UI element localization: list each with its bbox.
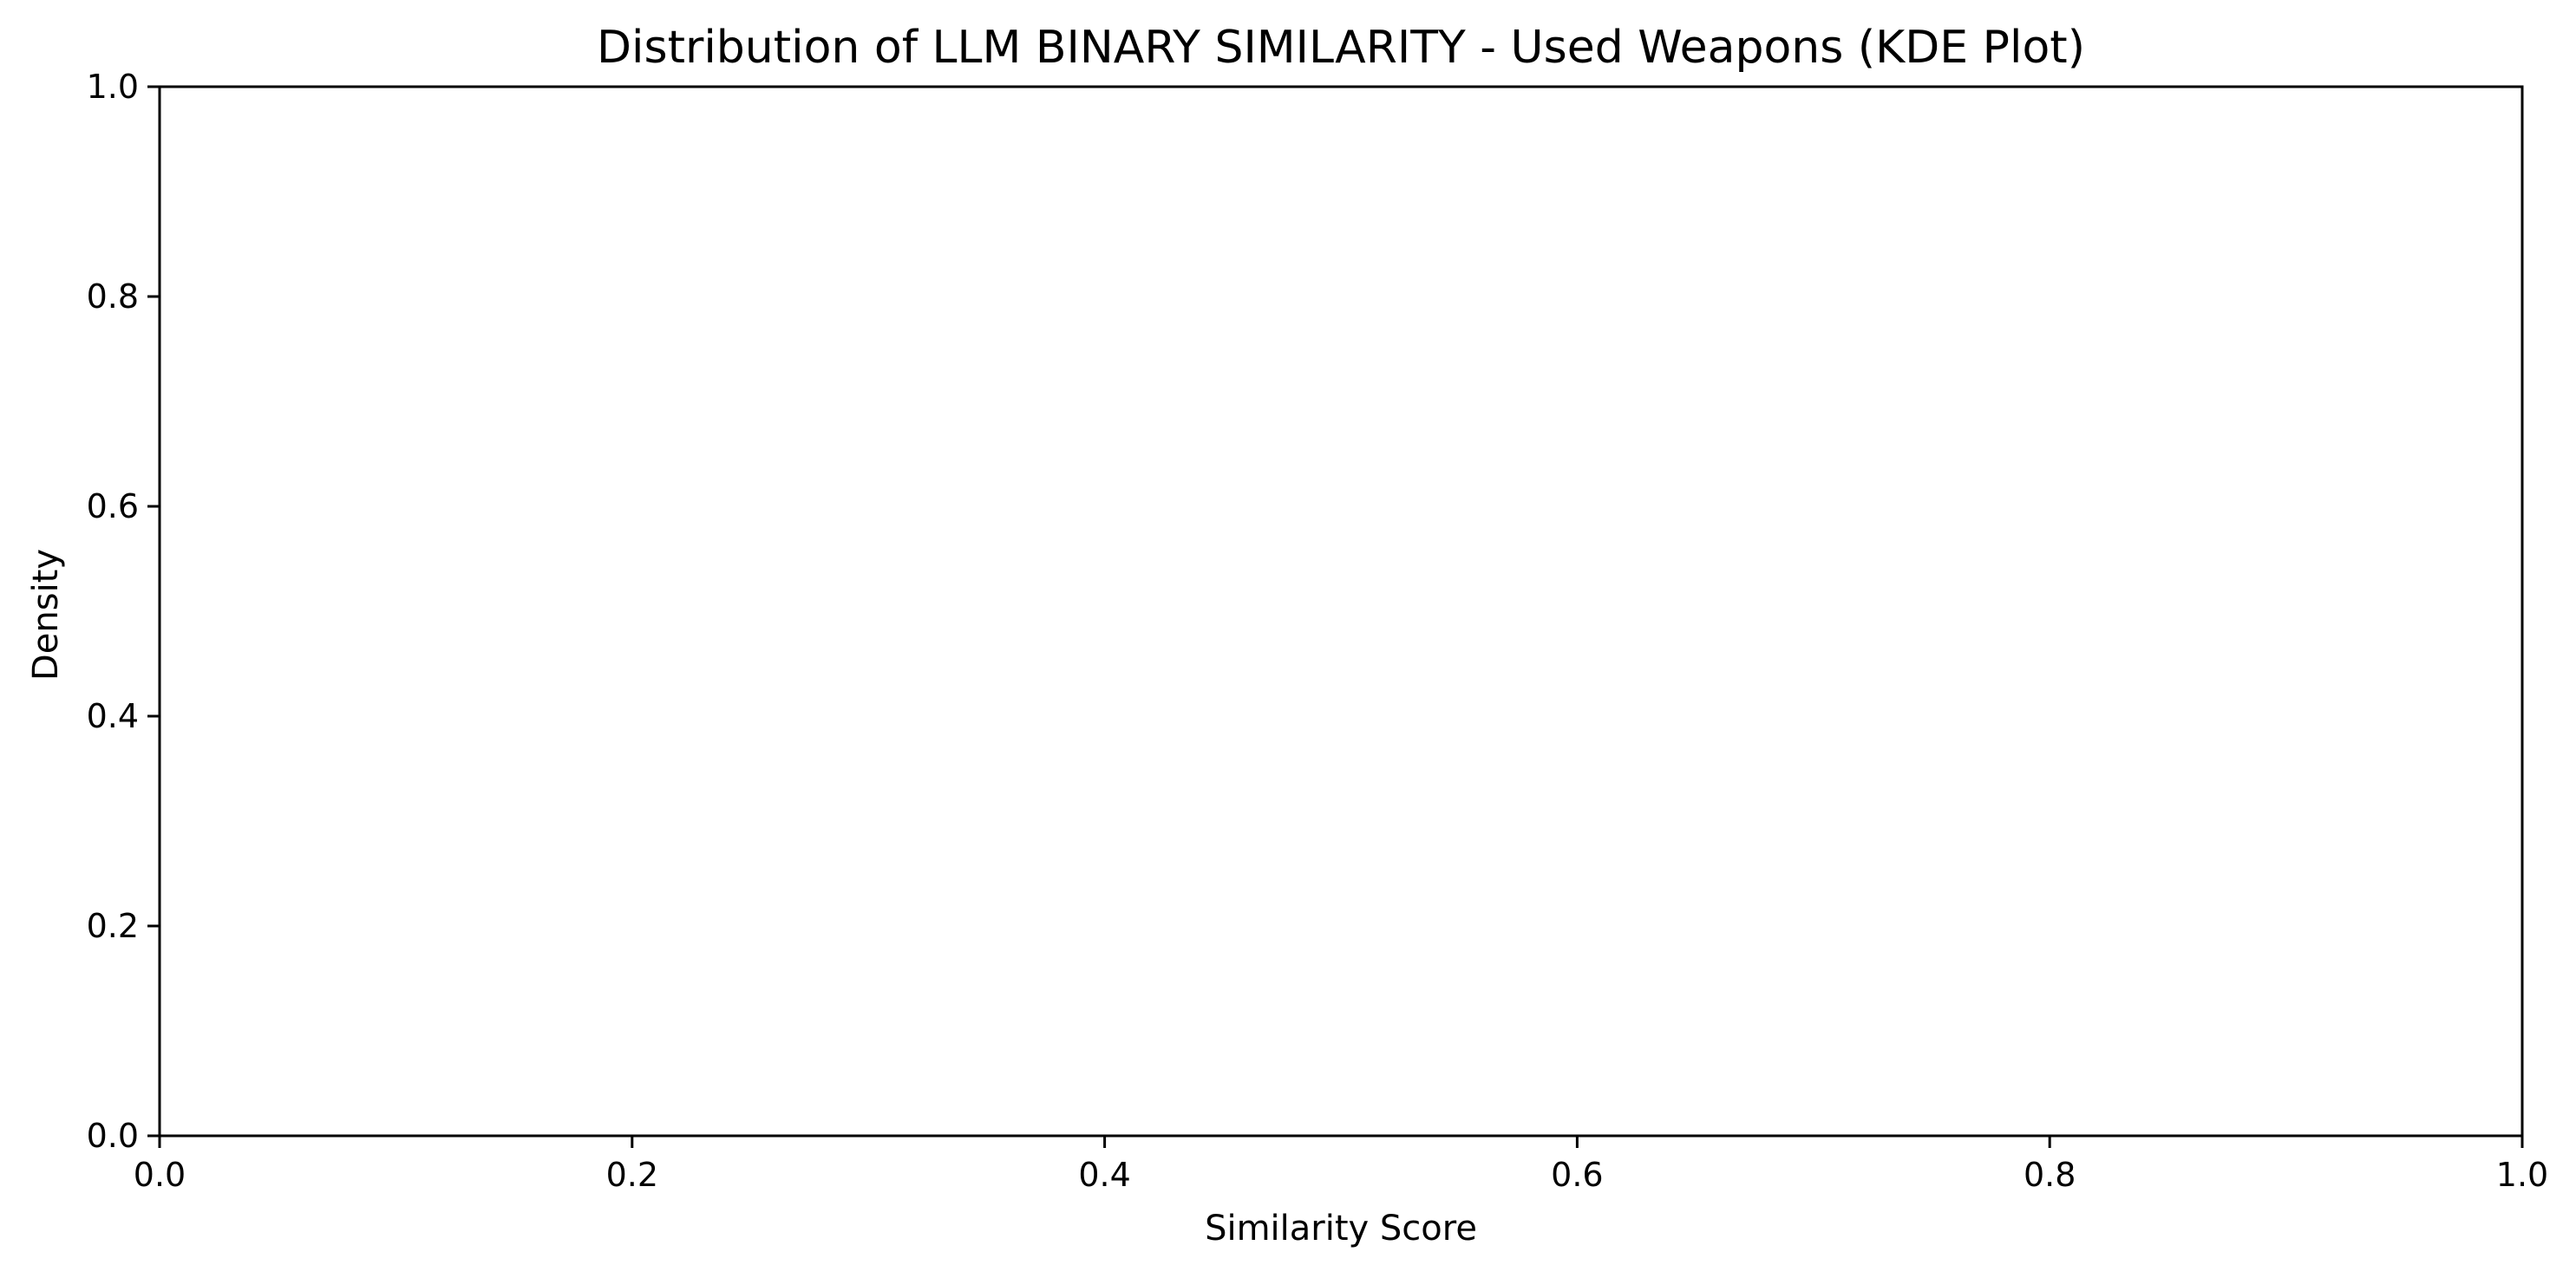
x-tick-label: 0.4 [1078,1156,1130,1194]
y-tick-label: 1.0 [87,68,139,106]
y-tick-label: 0.6 [87,487,139,525]
y-axis-label: Density [26,549,66,681]
x-tick-label: 1.0 [2496,1156,2548,1194]
x-tick-label: 0.6 [1551,1156,1603,1194]
x-tick-label: 0.8 [2024,1156,2076,1194]
x-axis-label: Similarity Score [1205,1209,1477,1249]
plot-frame [158,85,2524,1138]
y-axis-ticks: 0.0 0.2 0.4 0.6 0.8 1.0 [87,68,160,1155]
plot-area [158,85,2524,1138]
y-tick-label: 0.0 [87,1117,139,1155]
y-tick-label: 0.2 [87,907,139,945]
x-tick-label: 0.2 [606,1156,658,1194]
x-tick-label: 0.0 [134,1156,186,1194]
chart-title: Distribution of LLM BINARY SIMILARITY - … [597,22,2085,74]
x-axis-ticks: 0.0 0.2 0.4 0.6 0.8 1.0 [134,1136,2548,1194]
y-tick-label: 0.8 [87,277,139,316]
y-tick-label: 0.4 [87,697,139,735]
